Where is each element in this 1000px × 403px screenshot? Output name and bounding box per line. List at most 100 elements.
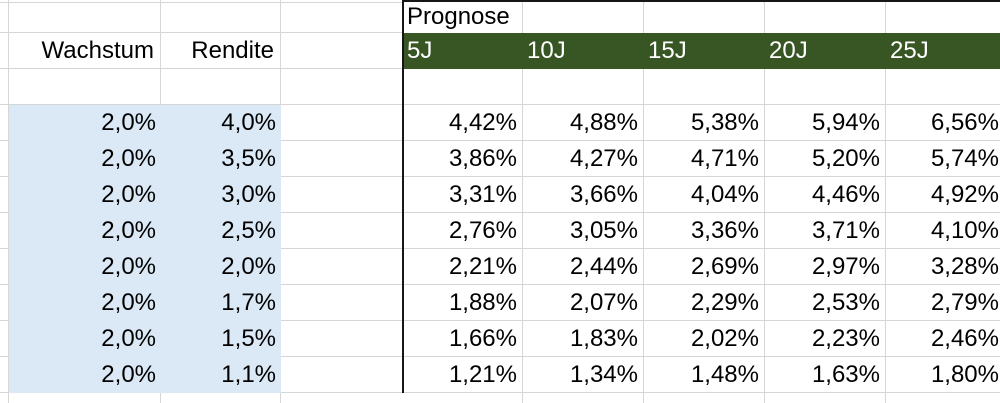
empty-cell[interactable] [765,393,886,403]
prognose-cell-5j-r3[interactable]: 3,31% [403,177,523,213]
wachstum-cell-r8[interactable]: 2,0% [9,357,161,393]
wachstum-cell-r7[interactable]: 2,0% [9,321,161,357]
prognose-cell-20j-r5[interactable]: 2,97% [765,249,886,285]
prognose-cell-20j-r7[interactable]: 2,23% [765,321,886,357]
empty-cell[interactable] [281,249,402,285]
prognose-cell-15j-r3[interactable]: 4,04% [644,177,765,213]
empty-cell[interactable] [886,69,1000,105]
empty-cell[interactable] [403,69,523,105]
prognose-cell-10j-r8[interactable]: 1,34% [523,357,644,393]
prognose-cell-25j-r8[interactable]: 1,80% [886,357,1000,393]
prognose-cell-25j-r3[interactable]: 4,92% [886,177,1000,213]
empty-cell[interactable] [281,141,402,177]
rendite-cell-r4[interactable]: 2,5% [161,213,281,249]
prognose-cell-25j-r1[interactable]: 6,56% [886,105,1000,141]
empty-cell[interactable] [0,33,9,69]
rendite-cell-r6[interactable]: 1,7% [161,285,281,321]
prognose-cell-25j-r4[interactable]: 4,10% [886,213,1000,249]
prognose-cell-10j-r2[interactable]: 4,27% [523,141,644,177]
empty-cell[interactable] [161,0,281,33]
period-header-20j[interactable]: 20J [765,33,886,69]
empty-cell[interactable] [161,393,281,403]
empty-cell[interactable] [0,177,9,213]
empty-cell[interactable] [0,141,9,177]
empty-cell[interactable] [9,69,161,105]
rendite-cell-r1[interactable]: 4,0% [161,105,281,141]
prognose-cell-15j-r4[interactable]: 3,36% [644,213,765,249]
wachstum-cell-r2[interactable]: 2,0% [9,141,161,177]
prognose-cell-15j-r7[interactable]: 2,02% [644,321,765,357]
empty-cell[interactable] [523,69,644,105]
empty-cell[interactable] [0,0,9,33]
prognose-cell-5j-r4[interactable]: 2,76% [403,213,523,249]
empty-cell[interactable] [523,393,644,403]
rendite-header[interactable]: Rendite [161,33,281,69]
empty-cell[interactable] [0,249,9,285]
prognose-cell-25j-r2[interactable]: 5,74% [886,141,1000,177]
empty-cell[interactable] [765,0,886,33]
empty-cell[interactable] [403,393,523,403]
empty-cell[interactable] [281,105,402,141]
prognose-cell-20j-r6[interactable]: 2,53% [765,285,886,321]
prognose-cell-15j-r1[interactable]: 5,38% [644,105,765,141]
empty-cell[interactable] [161,69,281,105]
prognose-cell-15j-r2[interactable]: 4,71% [644,141,765,177]
rendite-cell-r7[interactable]: 1,5% [161,321,281,357]
prognose-cell-10j-r6[interactable]: 2,07% [523,285,644,321]
prognose-cell-25j-r7[interactable]: 2,46% [886,321,1000,357]
wachstum-cell-r1[interactable]: 2,0% [9,105,161,141]
empty-cell[interactable] [0,105,9,141]
empty-cell[interactable] [0,285,9,321]
empty-cell[interactable] [0,321,9,357]
empty-cell[interactable] [281,285,402,321]
prognose-cell-15j-r6[interactable]: 2,29% [644,285,765,321]
empty-cell[interactable] [644,0,765,33]
period-header-15j[interactable]: 15J [644,33,765,69]
empty-cell[interactable] [281,33,402,69]
empty-cell[interactable] [0,213,9,249]
prognose-cell-25j-r5[interactable]: 3,28% [886,249,1000,285]
prognose-cell-15j-r8[interactable]: 1,48% [644,357,765,393]
rendite-cell-r5[interactable]: 2,0% [161,249,281,285]
prognose-cell-15j-r5[interactable]: 2,69% [644,249,765,285]
rendite-cell-r8[interactable]: 1,1% [161,357,281,393]
prognose-cell-10j-r3[interactable]: 3,66% [523,177,644,213]
empty-cell[interactable] [886,393,1000,403]
empty-cell[interactable] [281,321,402,357]
prognose-cell-5j-r5[interactable]: 2,21% [403,249,523,285]
prognose-cell-10j-r4[interactable]: 3,05% [523,213,644,249]
empty-cell[interactable] [0,357,9,393]
empty-cell[interactable] [0,393,9,403]
empty-cell[interactable] [644,393,765,403]
prognose-cell-10j-r7[interactable]: 1,83% [523,321,644,357]
prognose-cell-20j-r8[interactable]: 1,63% [765,357,886,393]
prognose-cell-5j-r7[interactable]: 1,66% [403,321,523,357]
empty-cell[interactable] [9,0,161,33]
prognose-cell-5j-r8[interactable]: 1,21% [403,357,523,393]
prognose-title-cell[interactable]: Prognose [403,0,523,33]
empty-cell[interactable] [9,393,161,403]
prognose-cell-20j-r3[interactable]: 4,46% [765,177,886,213]
period-header-5j[interactable]: 5J [403,33,523,69]
period-header-10j[interactable]: 10J [523,33,644,69]
wachstum-cell-r3[interactable]: 2,0% [9,177,161,213]
empty-cell[interactable] [0,69,9,105]
prognose-cell-5j-r1[interactable]: 4,42% [403,105,523,141]
prognose-cell-20j-r4[interactable]: 3,71% [765,213,886,249]
prognose-cell-20j-r1[interactable]: 5,94% [765,105,886,141]
empty-cell[interactable] [281,69,402,105]
wachstum-cell-r6[interactable]: 2,0% [9,285,161,321]
rendite-cell-r3[interactable]: 3,0% [161,177,281,213]
empty-cell[interactable] [765,69,886,105]
empty-cell[interactable] [281,0,402,33]
wachstum-header[interactable]: Wachstum [9,33,161,69]
prognose-cell-20j-r2[interactable]: 5,20% [765,141,886,177]
empty-cell[interactable] [281,393,402,403]
period-header-25j[interactable]: 25J [886,33,1000,69]
prognose-cell-5j-r2[interactable]: 3,86% [403,141,523,177]
empty-cell[interactable] [886,0,1000,33]
rendite-cell-r2[interactable]: 3,5% [161,141,281,177]
empty-cell[interactable] [644,69,765,105]
empty-cell[interactable] [281,213,402,249]
prognose-cell-10j-r5[interactable]: 2,44% [523,249,644,285]
